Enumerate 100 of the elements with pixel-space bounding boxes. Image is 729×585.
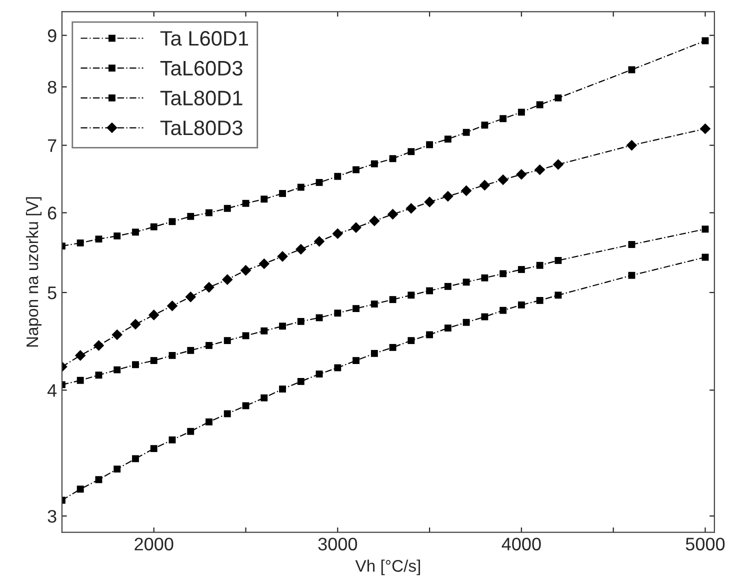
y-tick-label: 8 (48, 80, 56, 94)
point (334, 364, 342, 372)
point (76, 239, 84, 246)
point (536, 262, 544, 269)
point (150, 357, 158, 364)
point (500, 115, 507, 122)
legend-label: TaL80D1 (160, 90, 242, 106)
point (314, 236, 325, 247)
point (206, 209, 212, 216)
point (132, 228, 139, 236)
x-tick-label: 5000 (686, 538, 725, 550)
point (444, 136, 452, 143)
point (242, 332, 250, 340)
point (316, 178, 323, 186)
point (114, 232, 121, 240)
point (260, 327, 268, 334)
legend-label: Ta L60D1 (160, 31, 248, 46)
point (76, 376, 84, 384)
point (187, 428, 194, 435)
point (224, 337, 231, 344)
point (444, 324, 452, 332)
point (406, 202, 417, 214)
point (277, 251, 288, 262)
point (628, 241, 636, 248)
point (114, 366, 121, 374)
point (426, 331, 434, 338)
point (516, 168, 527, 180)
point (389, 296, 396, 304)
point (224, 410, 231, 418)
point (206, 342, 212, 349)
point (112, 329, 123, 340)
point (534, 164, 546, 176)
point (279, 190, 286, 197)
point (95, 372, 102, 379)
point (168, 436, 176, 444)
point (297, 378, 304, 385)
point (370, 160, 378, 168)
point (408, 148, 415, 156)
point (334, 172, 342, 180)
point (240, 264, 252, 276)
point (389, 344, 396, 351)
x-axis-title: Vh [°C/s] (355, 560, 420, 576)
point (150, 223, 158, 230)
y-tick-label: 6 (48, 206, 56, 220)
point (130, 318, 141, 330)
point (554, 94, 562, 102)
point (187, 346, 194, 354)
point (479, 180, 490, 191)
point (426, 141, 434, 148)
point (500, 306, 507, 314)
point (297, 318, 304, 325)
point (352, 166, 360, 174)
point (536, 101, 544, 108)
point (132, 361, 139, 368)
point (242, 200, 250, 207)
point (370, 300, 378, 308)
point (350, 222, 362, 233)
point (352, 305, 360, 312)
x-tick-label: 3000 (318, 538, 358, 550)
point (628, 272, 636, 279)
point (222, 274, 233, 285)
point (628, 66, 636, 74)
point (408, 337, 415, 344)
point (626, 140, 638, 151)
point (389, 155, 396, 162)
point (279, 322, 286, 330)
point (481, 313, 488, 320)
y-axis-title: Napon na uzorku [V] (26, 197, 42, 347)
point (166, 300, 178, 312)
x-tick-label: 4000 (502, 538, 541, 550)
point (518, 301, 525, 308)
point (187, 212, 194, 220)
point (258, 258, 270, 270)
point (444, 282, 452, 290)
point (260, 394, 268, 402)
point (387, 208, 398, 220)
point (536, 296, 544, 304)
point (148, 310, 160, 320)
point (168, 352, 176, 359)
point (334, 310, 342, 317)
point (518, 108, 525, 116)
point (500, 270, 507, 278)
point (74, 350, 86, 361)
point (185, 292, 196, 302)
point (700, 123, 711, 134)
point (76, 486, 84, 493)
point (408, 292, 415, 299)
point (93, 340, 104, 351)
point (295, 244, 306, 255)
point (132, 455, 139, 462)
point (424, 196, 435, 208)
x-tick-label: 2000 (134, 538, 174, 550)
y-tick-label: 3 (48, 510, 56, 523)
point (168, 218, 176, 226)
point (462, 318, 470, 326)
point (114, 466, 121, 473)
point (481, 122, 488, 129)
point (462, 128, 470, 136)
point (352, 357, 360, 364)
point (518, 266, 525, 273)
